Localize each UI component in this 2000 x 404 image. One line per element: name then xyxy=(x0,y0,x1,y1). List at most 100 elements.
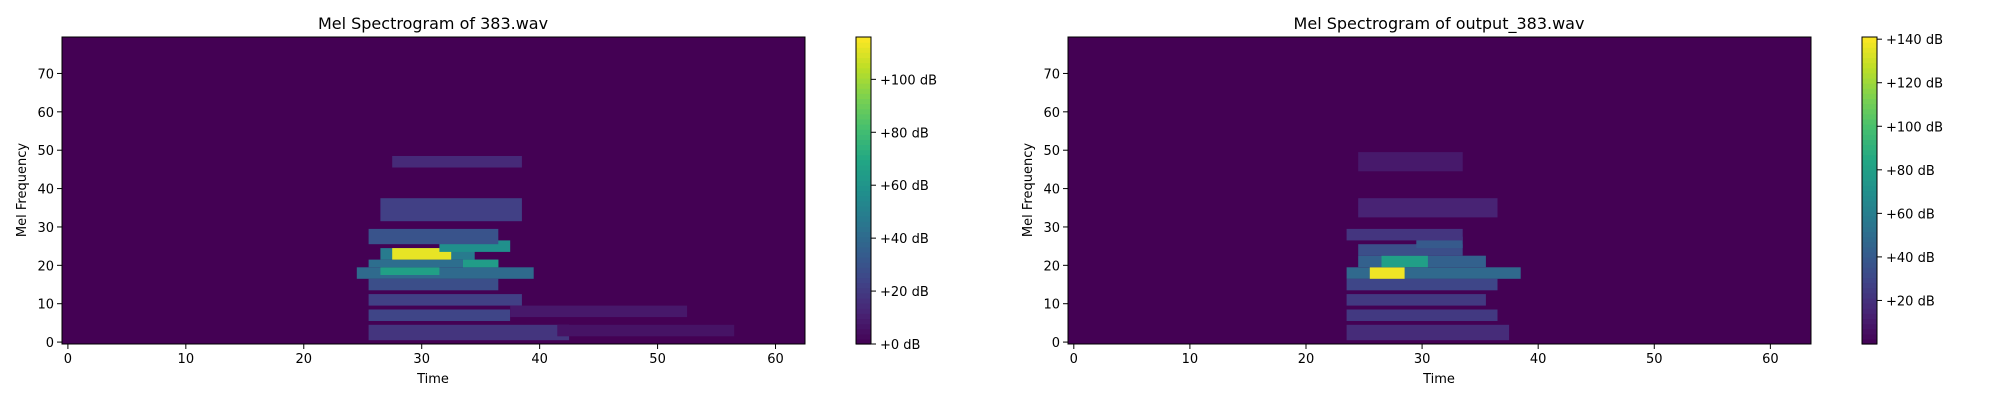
colorbar-segment xyxy=(856,282,871,289)
heatmap-cell xyxy=(380,267,440,275)
colorbar-segment xyxy=(856,159,871,166)
colorbar-segment xyxy=(856,195,871,202)
colorbar-segment xyxy=(856,221,871,227)
x-tick-label: 0 xyxy=(64,352,72,367)
colorbar-segment xyxy=(1862,67,1877,74)
heatmap-cell xyxy=(1358,152,1463,172)
heatmap-cells xyxy=(62,37,805,344)
colorbar-segment xyxy=(856,257,871,263)
colorbar-segment xyxy=(856,154,871,161)
y-tick-label: 40 xyxy=(1043,183,1060,198)
colorbar-segment xyxy=(856,129,871,135)
x-tick-label: 20 xyxy=(1298,352,1315,367)
colorbar-segment xyxy=(856,226,871,233)
colorbar-segment xyxy=(856,108,871,115)
colorbar-segment xyxy=(856,149,871,156)
colorbar-segment xyxy=(856,323,871,330)
colorbar-segment xyxy=(1862,323,1877,330)
colorbar-segment xyxy=(1862,103,1877,110)
x-ticks: 0 10 20 30 40 50 60 xyxy=(1070,344,1779,367)
y-tick-label: 20 xyxy=(37,259,54,274)
colorbar-segment xyxy=(1862,113,1877,120)
colorbar-segment xyxy=(1862,200,1877,207)
heatmap-cell xyxy=(368,259,499,268)
colorbar-segment xyxy=(856,123,871,130)
colorbar-segment xyxy=(856,185,871,192)
colorbar-segment xyxy=(1862,164,1877,171)
colorbar-segment xyxy=(1862,257,1877,263)
colorbar-segment xyxy=(1862,47,1877,53)
colorbar-segment xyxy=(856,77,871,84)
colorbar-frame xyxy=(1861,36,1878,345)
colorbar-segment xyxy=(1862,42,1877,48)
colorbar-segment xyxy=(1862,313,1877,320)
colorbar-segment xyxy=(1862,292,1877,299)
colorbar-segment xyxy=(1862,318,1877,325)
colorbar-tick-label: +100 dB xyxy=(880,73,937,88)
colorbar-segment xyxy=(1862,134,1877,140)
colorbar-segment xyxy=(1862,72,1877,79)
colorbar-segment xyxy=(1862,246,1877,253)
colorbar-segment xyxy=(1862,216,1877,222)
chart-title: Mel Spectrogram of 383.wav xyxy=(318,14,548,33)
colorbar-segment xyxy=(1862,333,1877,340)
heatmap-cell xyxy=(439,240,511,252)
colorbar-segment xyxy=(1862,180,1877,186)
x-tick-label: 20 xyxy=(295,352,312,367)
x-tick-label: 60 xyxy=(767,352,784,367)
colorbar-segment xyxy=(1862,185,1877,192)
y-tick-label: 0 xyxy=(1052,336,1060,351)
colorbar-segment xyxy=(1862,98,1877,105)
colorbar-segment xyxy=(856,72,871,79)
colorbar-tick-label: +80 dB xyxy=(1886,164,1935,179)
colorbar-segment xyxy=(856,287,871,294)
colorbar-tick-label: +0 dB xyxy=(880,338,920,353)
colorbar-segment xyxy=(856,262,871,268)
colorbar-segment xyxy=(856,93,871,99)
heatmap-cell xyxy=(1358,198,1498,218)
colorbar-tick-label: +60 dB xyxy=(1886,207,1935,222)
colorbar-segment xyxy=(1862,37,1877,43)
colorbar-tick-label: +140 dB xyxy=(1886,33,1943,48)
heatmap-cell xyxy=(392,248,452,260)
colorbar-segment xyxy=(1862,88,1877,94)
chart-title: Mel Spectrogram of output_383.wav xyxy=(1294,14,1585,34)
colorbar-segment xyxy=(1862,57,1877,64)
colorbar-segment xyxy=(1862,139,1877,146)
colorbar-frame xyxy=(855,36,872,345)
colorbar-segment xyxy=(856,216,871,222)
heatmap-cell xyxy=(368,228,499,245)
y-tick-label: 0 xyxy=(46,336,54,351)
x-tick-label: 30 xyxy=(413,352,430,367)
heatmap-cell xyxy=(1381,255,1428,268)
x-tick-label: 30 xyxy=(1414,352,1431,367)
colorbar-segment xyxy=(856,139,871,146)
colorbar-segment xyxy=(1862,170,1877,176)
colorbar-segment xyxy=(1862,154,1877,161)
colorbar-segment xyxy=(856,246,871,253)
heatmap-cell xyxy=(1369,267,1405,279)
colorbar-segment xyxy=(1862,287,1877,294)
colorbar-segment xyxy=(856,118,871,125)
y-tick-label: 40 xyxy=(37,183,54,198)
colorbar-segment xyxy=(856,297,871,304)
colorbar-segment xyxy=(856,42,871,48)
colorbar-segment xyxy=(1862,205,1877,212)
y-tick-label: 60 xyxy=(1043,106,1060,121)
colorbar-segment xyxy=(1862,282,1877,289)
y-tick-label: 50 xyxy=(1043,144,1060,159)
heatmap-cells xyxy=(1068,37,1811,344)
colorbar-segment xyxy=(1862,328,1877,335)
heatmap-cell xyxy=(1358,244,1463,256)
chart-left: Mel Spectrogram of 383.wav 0 10 20 30 40 50 60… xyxy=(15,14,937,387)
colorbar-segment xyxy=(856,236,871,243)
colorbar-segment xyxy=(856,113,871,120)
y-tick-label: 30 xyxy=(1043,221,1060,236)
plot-frame xyxy=(1067,36,1812,345)
heatmap-cell xyxy=(368,324,570,341)
colorbar-segment xyxy=(856,200,871,207)
y-ticks: 0 10 20 30 40 50 60 70 xyxy=(1043,67,1068,351)
colorbar-tick-label: +120 dB xyxy=(1886,77,1943,92)
colorbar-segment xyxy=(1862,118,1877,125)
colorbar-tick-label: +20 dB xyxy=(1886,294,1935,309)
